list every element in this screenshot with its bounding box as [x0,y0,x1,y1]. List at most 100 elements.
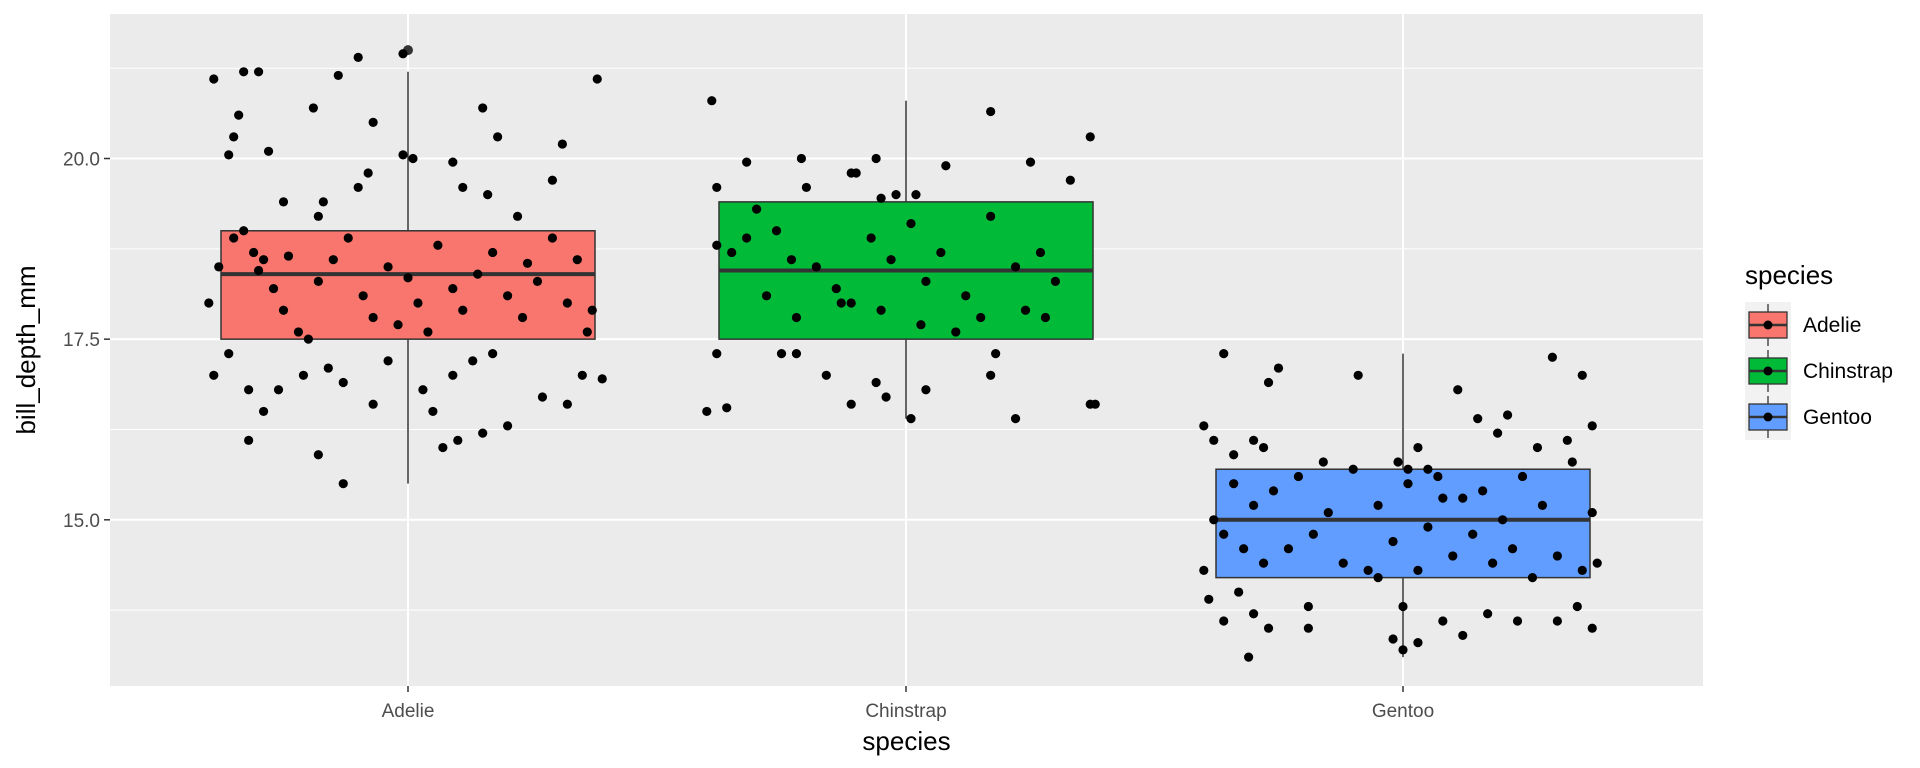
data-point [398,150,408,160]
data-point [1303,623,1313,633]
data-point [1323,507,1333,518]
data-point [1353,370,1363,380]
data-point [1025,157,1036,167]
y-axis-ticks: 15.0 17.5 20.0 [63,150,110,532]
data-point [358,291,368,301]
data-point [328,255,338,265]
data-point [313,450,323,460]
data-point [776,349,787,359]
x-axis-title: species [862,726,950,756]
data-point [1204,594,1214,604]
data-point [368,117,378,127]
data-point [801,182,812,193]
data-point [244,435,254,445]
data-point [1458,630,1468,641]
data-point [1393,457,1403,467]
legend-key-point [1763,320,1773,330]
data-point [1552,551,1562,561]
data-point [204,298,214,308]
data-point [1373,573,1383,583]
data-point [428,406,438,417]
data-point [438,442,448,453]
data-point [1219,616,1229,626]
data-point [458,305,468,315]
data-point [214,262,224,272]
box-iqr [1215,468,1591,579]
data-point [1483,609,1493,619]
data-point [557,139,567,149]
data-point [368,399,378,409]
data-point [796,153,807,164]
data-point [951,327,961,337]
data-point [1090,399,1100,409]
data-point [229,233,239,243]
data-point [1423,522,1433,532]
data-point [313,276,323,286]
data-point [512,211,523,221]
legend-key-point [1763,412,1773,422]
legend-key-point [1763,366,1773,376]
data-point [224,349,234,359]
data-point [876,305,886,315]
data-point [293,327,304,337]
data-point [936,247,946,258]
data-point [268,283,279,294]
data-point [916,320,926,330]
y-tick-label: 20.0 [63,150,100,171]
data-point [722,403,732,413]
data-point [562,298,572,308]
data-point [742,233,752,243]
data-point [572,255,582,265]
data-point [891,190,901,200]
data-point [393,320,403,330]
data-point [413,298,423,308]
data-point [866,233,876,243]
data-point [1258,442,1269,453]
data-point [577,370,587,380]
data-point [1268,486,1279,496]
data-point [1537,500,1548,510]
data-point [478,103,488,113]
data-point [338,377,348,388]
data-point [1577,370,1587,380]
data-point [1413,442,1423,453]
data-point [1318,457,1328,467]
data-point [986,106,996,117]
data-point [846,298,856,308]
data-point [468,356,478,366]
box-gentoo [1215,353,1591,658]
data-point [1050,276,1060,286]
data-point [1303,601,1313,612]
data-point [1493,428,1503,438]
legend: species Adelie Chinstrap Gentoo [1745,260,1893,440]
data-point [742,157,752,167]
data-point [986,370,996,380]
data-point [1388,536,1398,547]
data-point [458,182,468,193]
data-point [1010,414,1021,424]
data-point [1572,601,1582,612]
data-point [503,421,513,431]
data-point [448,157,458,167]
y-tick-label: 17.5 [63,330,100,351]
data-point [209,74,219,84]
data-point [209,370,219,380]
data-point [473,269,483,279]
legend-item-gentoo: Gentoo [1745,394,1872,440]
data-point [547,175,558,185]
data-point [752,204,762,214]
data-point [1229,479,1239,489]
data-point [249,247,259,258]
data-point [1468,529,1478,539]
data-point [712,240,722,250]
data-point [836,298,846,308]
data-point [976,312,986,323]
legend-label: Gentoo [1803,406,1872,429]
data-point [1199,565,1209,575]
data-point [1308,529,1318,539]
data-point [493,132,503,142]
data-point [911,190,921,200]
data-point [1438,616,1448,626]
data-point [368,312,378,323]
legend-items: Adelie Chinstrap Gentoo [1745,302,1893,440]
